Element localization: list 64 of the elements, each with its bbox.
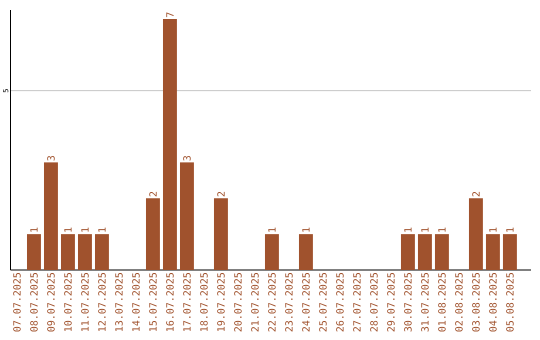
bar [264,234,279,270]
x-tick-label: 03.08.2025 [472,273,480,332]
x-tick-label: 20.07.2025 [234,273,242,332]
x-tick-label: 08.07.2025 [30,273,38,332]
bar [418,234,432,270]
data-label: 1 [506,228,514,232]
bar [400,234,415,270]
x-tick-label: 10.07.2025 [64,273,72,331]
x-tick-label: 21.07.2025 [251,273,259,332]
x-tick-label: 16.07.2025 [166,273,174,331]
x-tick-label: 09.07.2025 [47,273,55,332]
x-tick-label: 07.07.2025 [13,273,21,332]
x-tick-label: 25.07.2025 [319,273,327,332]
bar [146,198,160,270]
bar [94,234,109,270]
x-tick-label: 02.08.2025 [455,273,463,332]
bar [468,198,483,270]
data-label: 1 [489,228,497,232]
bar [502,234,517,270]
data-label: 7 [166,12,174,18]
x-tick-label: 14.07.2025 [132,273,140,331]
x-tick-label: 28.07.2025 [370,273,378,332]
data-label: 3 [183,156,191,161]
bar [214,198,228,270]
x-tick-label: 13.07.2025 [115,273,123,331]
x-tick-label: 23.07.2025 [285,273,293,332]
bar [60,234,75,270]
data-label: 1 [438,228,446,232]
x-tick-label: 15.07.2025 [149,273,157,331]
x-tick-label: 01.08.2025 [438,273,446,332]
data-label: 2 [217,192,225,196]
x-tick-label: 27.07.2025 [353,273,361,332]
x-tick-label: 19.07.2025 [217,273,225,331]
data-label: 1 [30,228,38,232]
bar [78,234,92,270]
bar [434,234,449,270]
x-tick-label: 05.08.2025 [506,273,514,332]
x-tick-label: 22.07.2025 [268,273,276,332]
x-tick-label: 04.08.2025 [489,273,497,332]
x-tick-label: 17.07.2025 [183,273,191,331]
data-label: 1 [268,228,276,232]
x-tick-label: 31.07.2025 [421,273,429,332]
bar [298,234,313,270]
data-label: 1 [81,228,89,232]
data-label: 2 [149,192,157,196]
x-tick-label: 26.07.2025 [336,273,344,332]
x-tick-label: 12.07.2025 [98,273,106,331]
data-label: 1 [64,228,72,232]
data-label: 3 [47,156,55,161]
x-tick-label: 11.07.2025 [81,273,89,331]
bar [26,234,41,270]
bar [44,162,58,270]
bar [486,234,500,270]
x-tick-label: 29.07.2025 [387,273,395,332]
data-label: 2 [472,192,480,196]
bar [162,18,177,270]
x-tick-label: 24.07.2025 [302,273,310,332]
data-label: 1 [98,228,106,232]
data-label: 1 [404,228,412,232]
bar [180,162,194,270]
data-label: 1 [302,228,310,232]
x-tick-label: 30.07.2025 [404,273,412,332]
data-label: 1 [421,228,429,232]
x-tick-label: 18.07.2025 [200,273,208,331]
